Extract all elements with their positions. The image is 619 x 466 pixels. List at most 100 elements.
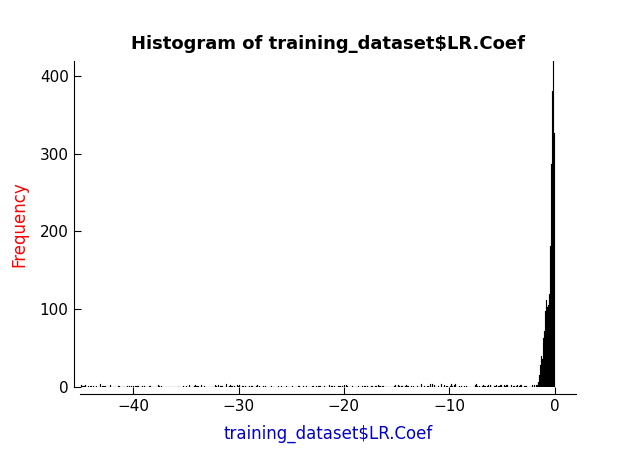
Bar	[496, 385, 497, 387]
Bar	[540, 365, 542, 387]
Bar	[382, 386, 383, 387]
Bar	[319, 386, 321, 387]
Bar	[137, 386, 138, 387]
Title: Histogram of training_dataset$LR.Coef: Histogram of training_dataset$LR.Coef	[131, 35, 525, 54]
Bar	[399, 386, 400, 387]
Bar	[553, 133, 555, 387]
Bar	[452, 386, 453, 387]
Bar	[455, 384, 456, 387]
X-axis label: training_dataset$LR.Coef: training_dataset$LR.Coef	[223, 425, 433, 443]
Bar	[329, 385, 330, 387]
Bar	[93, 386, 94, 387]
Bar	[135, 386, 136, 387]
Bar	[256, 386, 257, 387]
Bar	[537, 385, 539, 387]
Bar	[313, 386, 314, 387]
Bar	[251, 386, 253, 387]
Bar	[347, 386, 348, 387]
Bar	[378, 385, 379, 387]
Bar	[183, 386, 184, 387]
Bar	[505, 386, 506, 387]
Bar	[242, 386, 243, 387]
Bar	[243, 386, 244, 387]
Bar	[417, 386, 418, 387]
Bar	[524, 386, 525, 387]
Bar	[228, 386, 230, 387]
Bar	[511, 385, 512, 387]
Bar	[131, 386, 132, 387]
Bar	[312, 386, 313, 387]
Bar	[231, 386, 232, 387]
Bar	[495, 386, 496, 387]
Bar	[90, 386, 92, 387]
Bar	[380, 386, 381, 387]
Y-axis label: Frequency: Frequency	[11, 181, 28, 267]
Bar	[405, 386, 406, 387]
Bar	[430, 384, 431, 387]
Bar	[316, 386, 317, 387]
Bar	[110, 385, 111, 387]
Bar	[238, 386, 239, 387]
Bar	[438, 386, 439, 387]
Bar	[81, 385, 82, 387]
Bar	[96, 386, 97, 387]
Bar	[376, 386, 378, 387]
Bar	[239, 385, 240, 387]
Bar	[488, 385, 489, 387]
Bar	[544, 331, 545, 387]
Bar	[542, 359, 543, 387]
Bar	[490, 385, 491, 387]
Bar	[189, 385, 190, 387]
Bar	[459, 386, 460, 387]
Bar	[465, 386, 467, 387]
Bar	[136, 386, 137, 387]
Bar	[500, 385, 501, 387]
Bar	[226, 384, 227, 387]
Bar	[401, 386, 402, 387]
Bar	[133, 386, 134, 387]
Bar	[545, 311, 546, 387]
Bar	[332, 386, 333, 387]
Bar	[424, 386, 425, 387]
Bar	[324, 386, 326, 387]
Bar	[215, 385, 217, 387]
Bar	[344, 385, 345, 387]
Bar	[198, 386, 199, 387]
Bar	[552, 91, 553, 387]
Bar	[257, 385, 258, 387]
Bar	[374, 386, 376, 387]
Bar	[281, 386, 282, 387]
Bar	[521, 385, 522, 387]
Bar	[372, 386, 373, 387]
Bar	[230, 385, 231, 387]
Bar	[278, 386, 279, 387]
Bar	[149, 386, 150, 387]
Bar	[498, 386, 499, 387]
Bar	[220, 386, 221, 387]
Bar	[100, 384, 101, 387]
Bar	[476, 384, 477, 387]
Bar	[346, 385, 347, 387]
Bar	[318, 386, 319, 387]
Bar	[138, 386, 139, 387]
Bar	[339, 386, 340, 387]
Bar	[446, 386, 448, 387]
Bar	[514, 386, 515, 387]
Bar	[331, 386, 332, 387]
Bar	[186, 386, 187, 387]
Bar	[196, 386, 197, 387]
Bar	[398, 385, 399, 387]
Bar	[142, 386, 144, 387]
Bar	[406, 385, 407, 387]
Bar	[204, 386, 205, 387]
Bar	[144, 386, 145, 387]
Bar	[383, 386, 384, 387]
Bar	[103, 386, 105, 387]
Bar	[118, 386, 119, 387]
Bar	[535, 385, 537, 387]
Bar	[201, 385, 202, 387]
Bar	[547, 307, 548, 387]
Bar	[265, 386, 266, 387]
Bar	[364, 386, 365, 387]
Bar	[82, 386, 83, 387]
